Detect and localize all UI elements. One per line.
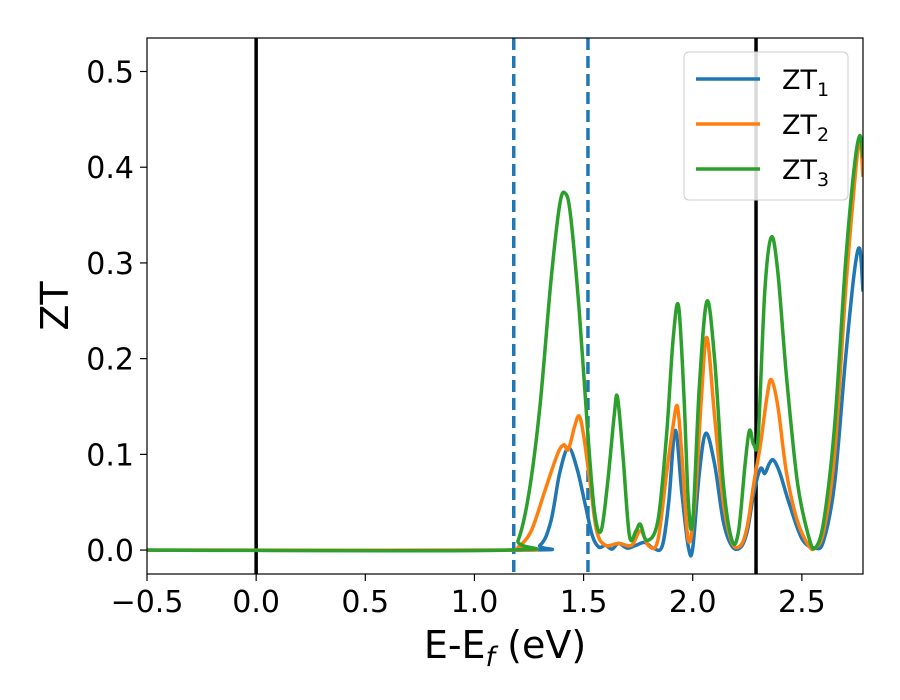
x-tick-label: 1.0: [451, 585, 499, 620]
x-axis-label-tail: (eV): [495, 623, 586, 667]
plot-frame: [146, 37, 864, 575]
legend-label-main: ZT: [782, 110, 817, 141]
y-axis-label: ZT: [33, 281, 77, 331]
series-line-zt1: [147, 246, 863, 558]
y-tick-label: 0.1: [86, 438, 134, 473]
legend-label-zt2: ZT2: [782, 110, 829, 146]
legend-label-main: ZT: [782, 65, 817, 96]
y-tick-label: 0.3: [86, 247, 134, 282]
y-tick-label: 0.5: [86, 56, 134, 91]
legend-label-zt1: ZT1: [782, 65, 829, 101]
series-line-zt3: [147, 133, 863, 553]
x-tick-label: 0.0: [232, 585, 280, 620]
y-tick-label: 0.2: [86, 343, 134, 378]
legend-label-sub: 1: [817, 79, 829, 101]
x-axis: −0.5 0.0 0.5 1.0 1.5 2.0 2.5: [111, 574, 826, 620]
legend-label-zt3: ZT3: [782, 155, 829, 191]
y-axis: 0.0 0.1 0.2 0.3 0.4 0.5: [86, 56, 147, 569]
legend-label-main: ZT: [782, 155, 817, 186]
x-tick-label: 2.5: [778, 585, 826, 620]
legend-label-sub: 2: [817, 124, 829, 146]
x-tick-label: 1.5: [560, 585, 608, 620]
x-tick-label: −0.5: [111, 585, 184, 620]
legend-box: [683, 51, 849, 201]
series-layer: [147, 133, 863, 558]
series-line-zt2: [147, 136, 863, 553]
y-tick-label: 0.0: [86, 534, 134, 569]
y-tick-label: 0.4: [86, 151, 134, 186]
x-tick-label: 0.5: [341, 585, 389, 620]
x-tick-label: 2.0: [669, 585, 717, 620]
legend-label-sub: 3: [817, 169, 829, 191]
x-axis-label-main: E-E: [424, 623, 486, 667]
x-axis-label: E-Ef (eV): [424, 623, 586, 673]
